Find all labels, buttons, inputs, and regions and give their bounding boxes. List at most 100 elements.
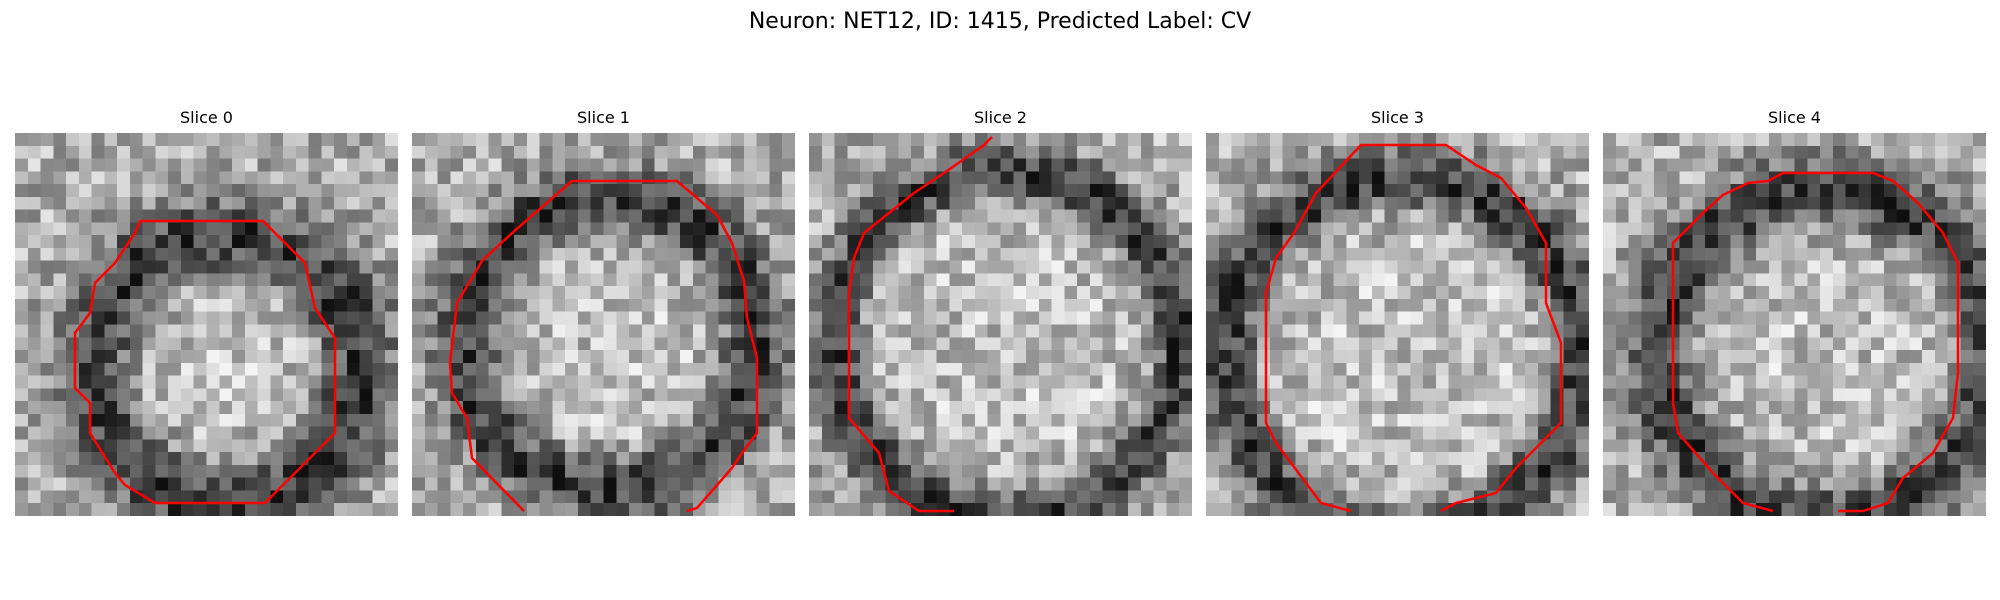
pixel: [1295, 273, 1309, 287]
pixel: [974, 324, 989, 338]
pixel: [731, 439, 745, 453]
pixel: [1486, 235, 1501, 249]
pixel: [1576, 286, 1589, 300]
pixel: [385, 388, 398, 402]
pixel: [1089, 273, 1104, 287]
pixel: [1486, 464, 1501, 479]
pixel: [1166, 324, 1180, 338]
pixel: [1781, 209, 1796, 223]
pixel: [270, 413, 284, 428]
pixel: [1794, 171, 1808, 185]
pixel: [193, 477, 208, 492]
pixel: [603, 388, 617, 402]
pixel: [1026, 133, 1040, 147]
pixel: [40, 171, 54, 185]
pixel: [987, 222, 1002, 236]
pixel: [463, 388, 477, 402]
pixel: [1525, 298, 1539, 313]
pixel: [412, 350, 426, 364]
pixel: [488, 158, 502, 172]
pixel: [1102, 503, 1116, 516]
pixel: [1717, 158, 1732, 172]
pixel: [1820, 464, 1834, 479]
pixel: [1628, 375, 1642, 389]
pixel: [1756, 413, 1770, 428]
pixel: [1206, 401, 1220, 415]
pixel: [987, 171, 1002, 185]
pixel: [1461, 209, 1475, 223]
pixel: [27, 145, 42, 160]
pixel: [1679, 298, 1693, 313]
pixel: [577, 503, 592, 516]
pixel: [1448, 413, 1462, 428]
pixel: [1615, 235, 1630, 249]
pixel: [66, 375, 80, 389]
pixel: [295, 439, 310, 453]
pixel: [1461, 298, 1475, 313]
pixel: [1474, 273, 1488, 287]
pixel: [821, 235, 836, 249]
pixel: [1038, 260, 1053, 275]
pixel: [616, 222, 630, 236]
pixel: [552, 196, 566, 211]
pixel: [40, 350, 54, 364]
pixel: [809, 426, 823, 440]
pixel: [923, 145, 938, 160]
pixel: [1666, 222, 1681, 236]
pixel: [1947, 145, 1962, 160]
pixel: [450, 388, 464, 402]
pixel: [1244, 426, 1258, 440]
pixel: [641, 439, 656, 453]
pixel: [885, 439, 899, 453]
pixel: [1384, 426, 1399, 440]
pixel: [1768, 362, 1783, 377]
pixel: [424, 413, 439, 428]
pixel: [1768, 477, 1783, 492]
pixel: [1128, 311, 1142, 326]
pixel: [1960, 184, 1974, 198]
pixel: [1641, 337, 1655, 351]
pixel: [1679, 337, 1693, 351]
pixel: [1781, 375, 1796, 389]
pixel: [1858, 388, 1872, 402]
pixel: [206, 235, 220, 249]
pixel: [1384, 273, 1399, 287]
pixel: [206, 286, 220, 300]
pixel: [1244, 337, 1258, 351]
pixel: [1179, 209, 1192, 223]
pixel: [769, 337, 783, 351]
pixel: [1397, 158, 1411, 172]
pixel: [1166, 490, 1180, 504]
pixel: [1768, 222, 1783, 236]
figure-title: Neuron: NET12, ID: 1415, Predicted Label…: [748, 9, 1252, 34]
pixel: [526, 350, 541, 364]
pixel: [1807, 413, 1821, 428]
pixel: [1461, 388, 1475, 402]
pixel: [1448, 388, 1462, 402]
pixel: [206, 260, 220, 275]
pixel: [923, 452, 938, 466]
pixel: [1026, 222, 1040, 236]
pixel: [949, 171, 963, 185]
pixel: [1883, 362, 1898, 377]
pixel: [949, 464, 963, 479]
pixel: [526, 247, 541, 262]
pixel: [1717, 490, 1732, 504]
pixel: [193, 209, 208, 223]
pixel: [1896, 388, 1910, 402]
pixel: [1858, 350, 1872, 364]
pixel: [1461, 133, 1475, 147]
pixel: [372, 235, 386, 249]
pixel: [1218, 324, 1233, 338]
pixel: [539, 324, 554, 338]
pixel: [577, 464, 592, 479]
pixel: [1973, 388, 1986, 402]
pixel: [1730, 413, 1745, 428]
pixel: [168, 158, 182, 172]
pixel: [680, 273, 694, 287]
pixel: [334, 439, 348, 453]
pixel: [1115, 375, 1129, 389]
pixel: [1038, 439, 1053, 453]
pixel: [526, 311, 541, 326]
pixel: [1858, 273, 1872, 287]
